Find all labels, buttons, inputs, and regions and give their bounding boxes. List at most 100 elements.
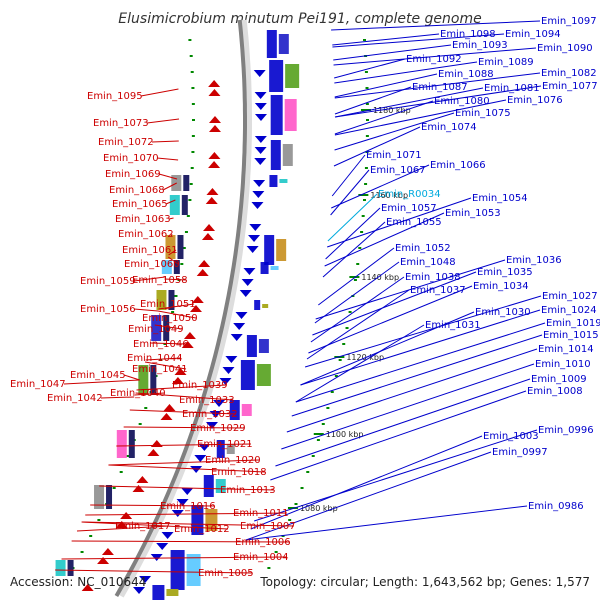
forward-gene-block	[264, 235, 275, 265]
reverse-gene-arrow	[171, 377, 184, 384]
tick-mark	[191, 135, 195, 137]
leader-line	[304, 295, 542, 368]
annotated-gene-block	[285, 64, 300, 88]
tick-mark	[294, 503, 298, 505]
tick-mark	[189, 183, 193, 185]
kbp-label: 1180 kbp	[373, 106, 411, 115]
forward-gene-arrow	[249, 224, 262, 231]
leader-line	[306, 289, 410, 360]
tick-mark	[361, 215, 365, 217]
reverse-gene-block	[181, 195, 188, 215]
reverse-gene-block	[173, 260, 180, 274]
gene-label-forward: Emin_1019	[546, 318, 600, 329]
annotated-gene-block	[161, 260, 172, 274]
leader-line	[334, 87, 484, 118]
annotated-gene-block	[166, 589, 179, 596]
gene-label-forward: Emin_1094	[505, 29, 561, 40]
tick-mark	[97, 519, 101, 521]
gene-label-reverse: Emin_1073	[93, 118, 149, 129]
annotated-gene-block	[94, 485, 105, 509]
forward-gene-arrow	[253, 70, 266, 77]
tick-mark	[189, 55, 193, 57]
reverse-gene-block	[177, 235, 184, 259]
gene-label-forward: Emin_1090	[537, 43, 593, 54]
gene-label-reverse: Emin_1017	[115, 521, 171, 532]
leader-line	[108, 459, 260, 466]
leader-line	[165, 199, 176, 205]
leader-line	[108, 464, 266, 473]
gene-label-reverse: Emin_1011	[233, 508, 289, 519]
reverse-gene-arrow	[120, 512, 133, 519]
tick-mark	[353, 279, 357, 281]
gene-label-forward: Emin_1097	[541, 16, 597, 27]
leader-line	[164, 278, 187, 281]
tick-mark	[316, 439, 320, 441]
annotated-gene-block	[279, 179, 288, 183]
leader-line	[133, 276, 165, 282]
reverse-gene-arrow	[208, 125, 221, 132]
forward-gene-arrow	[230, 334, 243, 341]
leader-line	[312, 271, 477, 336]
leader-line	[151, 140, 179, 143]
gene-label-reverse: Emin_1063	[115, 214, 171, 225]
reverse-gene-arrow	[191, 296, 204, 303]
leader-line	[275, 378, 531, 467]
leader-line	[331, 164, 430, 209]
tick-mark	[186, 215, 190, 217]
reverse-gene-arrow	[198, 260, 211, 267]
leader-line	[333, 126, 421, 167]
leader-line	[300, 311, 475, 386]
leader-line	[322, 221, 386, 278]
forward-gene-block	[229, 400, 240, 420]
reverse-gene-arrow	[115, 521, 128, 528]
gene-label-forward: Emin_1088	[438, 69, 494, 80]
tick-mark	[112, 487, 116, 489]
gene-label-forward: Emin_1048	[400, 257, 456, 268]
annotated-gene-block	[241, 404, 252, 416]
tick-mark	[334, 375, 338, 377]
forward-gene-arrow	[139, 576, 152, 583]
tick-mark	[348, 311, 352, 313]
reverse-gene-arrow	[147, 449, 160, 456]
leader-line	[332, 33, 440, 46]
gene-label-reverse: Emin_1058	[132, 275, 188, 286]
tick-mark	[191, 87, 195, 89]
gene-label-forward: Emin_1074	[421, 122, 477, 133]
tick-mark	[163, 343, 167, 345]
gene-label-forward: Emin_1036	[506, 255, 562, 266]
leader-line	[291, 334, 543, 417]
genes-layer	[55, 30, 300, 600]
backbone-shadow	[118, 19, 252, 598]
gene-label-forward: Emin_1053	[445, 208, 501, 219]
annotated-gene-block	[256, 364, 271, 386]
gene-label-forward: Emin_R0034	[378, 189, 441, 200]
annotated-gene-block	[262, 304, 269, 308]
forward-gene-arrow	[248, 235, 261, 242]
leader-line	[295, 322, 546, 403]
leader-line	[334, 112, 455, 151]
backbone-circle	[114, 19, 247, 597]
annotated-gene-block	[215, 479, 226, 493]
forward-gene-block	[260, 262, 269, 274]
gene-label-reverse: Emin_1006	[235, 537, 291, 548]
leader-line	[334, 100, 434, 135]
leader-line	[325, 207, 381, 260]
leader-line	[156, 157, 179, 161]
forward-gene-arrow	[254, 136, 267, 143]
tick-mark	[326, 407, 330, 409]
forward-gene-block	[269, 60, 284, 92]
gene-label-reverse: Emin_1095	[87, 91, 143, 102]
reverse-gene-arrow	[160, 413, 173, 420]
tick-mark	[191, 103, 195, 105]
reverse-gene-arrow	[181, 341, 194, 348]
reverse-gene-arrow	[163, 404, 176, 411]
forward-gene-block	[270, 95, 283, 135]
tick-mark	[362, 39, 366, 41]
gene-label-reverse: Emin_1005	[198, 568, 254, 579]
gene-label-forward: Emin_1093	[452, 40, 508, 51]
gene-label-reverse: Emin_1018	[211, 467, 267, 478]
gene-label-reverse: Emin_1029	[190, 423, 246, 434]
tick-mark	[138, 423, 142, 425]
